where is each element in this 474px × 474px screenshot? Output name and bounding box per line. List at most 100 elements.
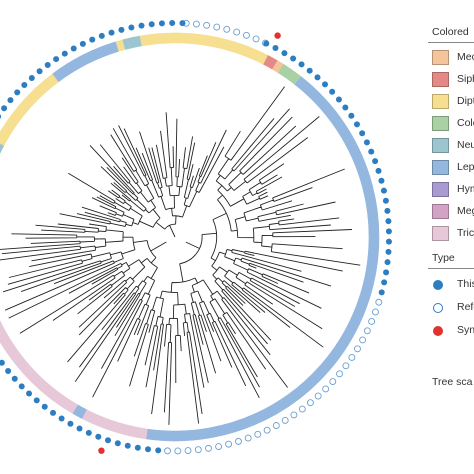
reference-dot [368,318,376,325]
this-study-dot [41,403,48,410]
this-study-dot [384,207,391,214]
this-study-dot [378,289,385,296]
this-study-dot [53,56,60,63]
this-study-dot [44,61,51,68]
this-study-dot [263,40,270,47]
this-study-dot [124,442,131,449]
this-study-dot [348,112,355,119]
tree-scale-label: Tree sca [432,376,473,388]
this-study-dot [385,238,392,245]
reference-dot [371,308,379,316]
legend-order-label: Neu [457,139,474,151]
this-study-dot [382,197,389,204]
this-study-dot [155,447,162,454]
this-study-dot [134,444,141,451]
this-study-dot [169,20,176,27]
this-study-dot [272,45,279,52]
this-study-dot [381,279,388,286]
legend-colored-title: Colored [432,26,469,38]
reference-dot [205,444,212,452]
ring-segment-dipt [240,44,269,65]
this-study-dot [5,367,12,374]
legend-divider [428,268,474,269]
reference-dot [363,327,371,335]
type-dot-ring [0,19,392,455]
this-study-dot [58,415,65,422]
this-study-dot [1,105,8,112]
legend-order-label: Dipt [457,95,474,107]
this-study-dot [380,187,387,194]
this-study-dot [108,29,115,36]
legend-order-label: Hym [457,183,474,195]
this-study-dot [79,40,86,47]
synthetic-dot [98,447,105,454]
reference-dot [306,399,314,407]
legend-type-label: Refere [457,301,474,313]
this-study-dot [128,24,135,31]
this-study-dot [385,228,392,235]
legend-order-label: Trica [457,227,474,239]
this-study-dot [384,259,391,266]
ring-segment-neu [121,35,142,50]
legend-swatch [432,72,449,87]
this-study-dot [21,82,28,89]
reference-dot [194,446,202,454]
this-study-dot [138,22,145,29]
reference-dot [164,447,171,455]
reference-dot [263,426,271,434]
legend-swatch [432,50,449,65]
reference-dot [322,385,330,393]
legend-order-label: Lepo [457,161,474,173]
reference-dot [375,298,383,306]
legend-type-title: Type [432,252,455,264]
this-study-dot [95,433,102,440]
this-study-dot [385,218,392,225]
legend-order-label: Meg [457,205,474,217]
reference-dot [359,336,367,344]
this-study-dot [158,20,165,27]
reference-dot [336,370,343,378]
legend-swatch [432,138,449,153]
reference-dot [184,447,192,455]
reference-dot [192,20,200,28]
this-study-dot [33,397,40,404]
reference-dot [354,345,361,353]
reference-dot [254,430,262,438]
reference-dot [342,362,350,370]
ring-segment-dipt [139,32,246,56]
this-study-dot [7,97,14,104]
reference-dot [213,23,221,31]
this-study-dot [306,67,313,74]
reference-dot [235,437,242,445]
legend-swatch [432,204,449,219]
reference-dot [348,353,356,361]
this-study-dot [70,45,77,52]
this-study-dot [11,375,18,382]
this-study-dot [353,121,360,128]
legend-swatch [432,94,449,109]
legend-order-label: Siph [457,73,474,85]
this-study-dot [368,148,375,155]
reference-dot [215,443,223,450]
this-study-dot [281,50,288,57]
reference-dot [242,31,250,39]
this-study-dot [383,269,390,276]
this-study-dot [0,114,2,119]
reference-dot [329,378,337,386]
reference-dot [272,422,280,429]
reference-dot [174,447,182,455]
reference-dot [223,25,231,33]
this-study-dot [342,104,349,111]
legend-swatch [432,160,449,175]
this-study-dot [359,130,366,137]
this-study-dot [363,139,370,146]
reference-dot [252,35,260,43]
this-study-dot [28,74,35,81]
reference-dot [244,434,252,442]
this-study-dot [378,177,385,184]
this-study-dot [76,425,83,432]
reference-dot [203,21,211,29]
this-study-dot [372,158,379,165]
this-study-dot [179,20,186,27]
legend-type-label: Synthe [457,324,474,336]
